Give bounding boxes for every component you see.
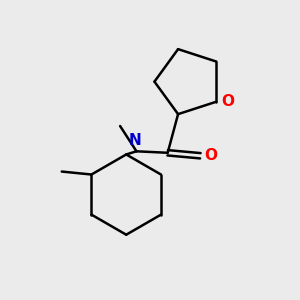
Text: N: N [129,133,141,148]
Text: O: O [222,94,235,109]
Text: O: O [204,148,217,163]
